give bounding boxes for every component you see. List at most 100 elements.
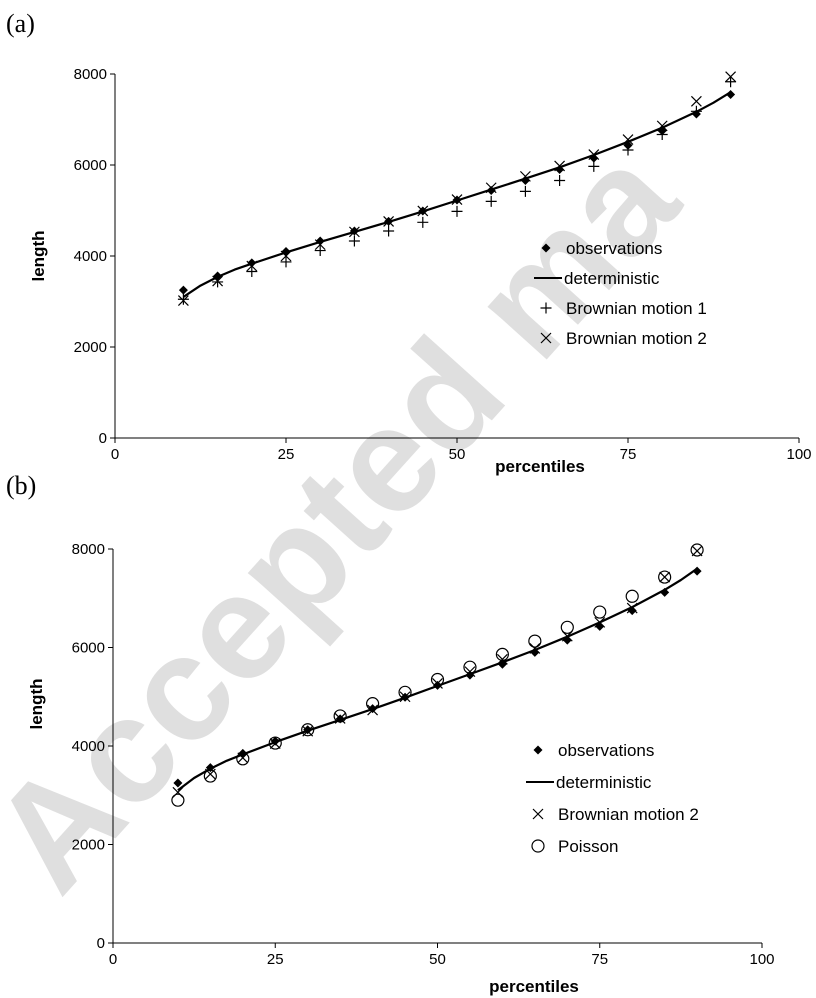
x-tick-label: 0: [109, 951, 117, 968]
data-point-brownian-motion-2: [280, 250, 292, 262]
series-line-deterministic: [177, 567, 698, 792]
y-tick-label: 8000: [72, 541, 105, 558]
data-point-brownian-motion-1: [554, 174, 566, 186]
data-point-poisson: [236, 752, 250, 766]
x-tick-label: 100: [749, 951, 774, 968]
data-point-poisson: [203, 769, 217, 783]
data-point-poisson: [560, 620, 574, 634]
x-tick-label: 100: [786, 446, 811, 463]
x-axis-label-a: percentiles: [495, 457, 585, 476]
legend-symbol-poisson: [531, 839, 545, 853]
x-tick-label: 25: [267, 951, 284, 968]
legend-symbol-observations: [533, 745, 543, 755]
data-point-poisson: [528, 634, 542, 648]
y-tick-label: 6000: [74, 157, 107, 174]
x-tick-label: 0: [111, 446, 119, 463]
legend-label-poisson: Poisson: [558, 837, 618, 856]
y-tick-label: 8000: [74, 66, 107, 83]
data-point-poisson: [430, 672, 445, 687]
data-point-brownian-motion-1: [485, 195, 497, 207]
data-point-brownian-motion-1: [212, 276, 224, 288]
chart-panel-a: (a) length percentiles 0 2000 4000 6000 8000…: [6, 9, 812, 476]
data-point-brownian-motion-2: [383, 215, 395, 227]
data-point-brownian-motion-2: [451, 194, 463, 206]
data-point-brownian-motion-2: [246, 260, 258, 272]
y-tick-label: 0: [99, 430, 107, 447]
data-point-poisson: [268, 736, 282, 750]
data-point-brownian-motion-2: [588, 149, 600, 160]
data-point-brownian-motion-2: [334, 712, 346, 724]
legend-label-brownian-motion-1: Brownian motion 1: [566, 299, 707, 318]
legend-label-deterministic: deterministic: [556, 773, 652, 792]
data-point-observations: [726, 89, 736, 99]
data-point-observations: [178, 285, 188, 295]
legend-symbol-observations: [541, 243, 551, 253]
data-point-brownian-motion-2: [659, 571, 671, 583]
data-point-brownian-motion-2: [725, 71, 737, 83]
data-point-brownian-motion-2: [554, 160, 566, 172]
data-point-brownian-motion-1: [451, 205, 463, 217]
data-point-brownian-motion-1: [280, 256, 292, 268]
data-point-brownian-motion-1: [725, 76, 737, 88]
y-axis-label-a: length: [29, 231, 48, 282]
data-point-brownian-motion-2: [417, 205, 429, 217]
data-point-brownian-motion-2: [348, 226, 360, 238]
data-point-brownian-motion-1: [314, 245, 326, 257]
data-point-brownian-motion-1: [690, 105, 702, 117]
y-tick-label: 2000: [72, 837, 105, 854]
data-point-brownian-motion-2: [432, 678, 443, 689]
data-point-brownian-motion-1: [588, 160, 600, 172]
panel-label-a: (a): [6, 9, 35, 38]
data-point-brownian-motion-1: [656, 129, 668, 141]
data-point-poisson: [366, 697, 380, 711]
data-point-brownian-motion-1: [177, 293, 189, 305]
data-point-brownian-motion-2: [464, 666, 476, 678]
data-point-brownian-motion-1: [348, 235, 360, 247]
data-point-brownian-motion-2: [399, 691, 411, 703]
y-tick-label: 0: [97, 935, 105, 952]
data-point-brownian-motion-2: [519, 170, 531, 182]
data-point-brownian-motion-1: [417, 216, 429, 228]
x-tick-label: 75: [620, 446, 637, 463]
data-point-observations: [173, 778, 183, 788]
legend-label-brownian-motion-2: Brownian motion 2: [558, 805, 699, 824]
data-point-poisson: [301, 723, 315, 737]
data-point-poisson: [171, 793, 185, 807]
legend-label-brownian-motion-2: Brownian motion 2: [566, 329, 707, 348]
data-point-brownian-motion-2: [177, 295, 189, 307]
x-tick-label: 25: [278, 446, 295, 463]
y-axis-label-b: length: [27, 679, 46, 730]
data-point-poisson: [398, 685, 412, 699]
data-point-brownian-motion-2: [626, 602, 638, 614]
data-point-brownian-motion-2: [622, 134, 634, 145]
data-point-brownian-motion-2: [529, 643, 541, 654]
data-point-brownian-motion-2: [690, 95, 702, 107]
x-axis-label-b: percentiles: [489, 977, 579, 996]
data-point-brownian-motion-1: [622, 144, 634, 156]
y-tick-label: 4000: [72, 738, 105, 755]
data-point-brownian-motion-1: [383, 225, 395, 237]
y-tick-label: 2000: [74, 339, 107, 356]
chart-panel-b: (b) length percentiles 0 2000 4000 6000 8000…: [6, 471, 775, 996]
legend-symbol-brownian-motion-2: [532, 808, 544, 820]
data-point-brownian-motion-2: [269, 738, 281, 749]
data-point-brownian-motion-2: [656, 120, 668, 132]
data-point-brownian-motion-2: [594, 616, 606, 628]
legend-label-observations: observations: [566, 239, 662, 258]
data-point-poisson: [625, 589, 639, 603]
data-point-poisson: [593, 605, 607, 619]
series-line-deterministic: [182, 91, 732, 298]
x-tick-label: 50: [429, 951, 446, 968]
data-point-poisson: [495, 647, 509, 661]
legend-symbol-brownian-motion-1: [540, 302, 552, 314]
data-point-brownian-motion-2: [485, 182, 497, 194]
data-point-poisson: [333, 709, 347, 723]
data-point-observations: [692, 566, 702, 576]
legend-label-observations: observations: [558, 741, 654, 760]
watermark-text: Accepted ma: [0, 114, 710, 921]
x-tick-label: 50: [449, 446, 466, 463]
data-point-brownian-motion-1: [246, 265, 258, 277]
data-point-poisson: [690, 543, 704, 557]
panel-label-b: (b): [6, 471, 36, 500]
